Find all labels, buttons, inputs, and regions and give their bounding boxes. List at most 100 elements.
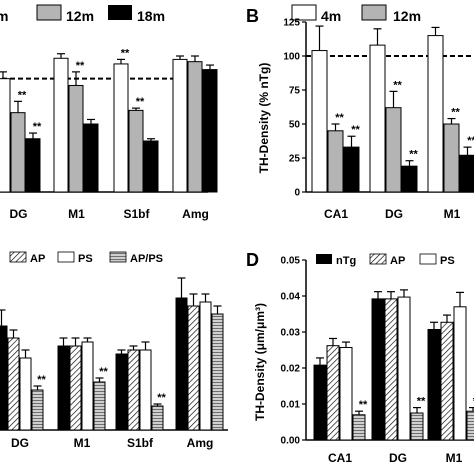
panel-a-category-label-0: DG — [10, 207, 28, 221]
panel-c-bar-1-0 — [57, 345, 70, 431]
panel-d-ytick-label-3: 0.03 — [281, 328, 301, 339]
panel-b-sig-0-1: ** — [335, 112, 344, 124]
panel-d-bar-1-2 — [397, 296, 411, 441]
panel-a-bar-1-1 — [68, 84, 84, 193]
panel-b-bar-2-1 — [443, 123, 460, 193]
panel-a-bar-0-2 — [25, 138, 41, 193]
panel-d-bar-0-2 — [339, 346, 353, 441]
panel-b-label: B — [246, 6, 259, 26]
legend-c-ap-label: AP — [30, 253, 45, 265]
panel-d-ytick-label-5: 0.05 — [281, 256, 301, 267]
legend-c-apps-label: AP/PS — [130, 253, 163, 265]
panel-d-category-label-0: CA1 — [328, 451, 352, 465]
panel-a-bar-2-0 — [113, 63, 129, 193]
panel-b-ytick-label-4: 100 — [283, 52, 300, 63]
panel-c-bar-3-1 — [187, 305, 200, 431]
legend-b-12m-swatch — [361, 4, 387, 21]
legend-a-12m-swatch — [36, 4, 62, 21]
panel-b-ytick-label-5: 125 — [283, 18, 300, 29]
panel-c-category-label-0: DG — [11, 436, 29, 450]
panel-c-bar-1-2 — [81, 341, 94, 431]
panel-b-ytick-label-2: 50 — [289, 120, 301, 131]
legend-d-ntg-label: nTg — [336, 255, 356, 267]
panel-a-sig-2-0: ** — [121, 47, 130, 59]
panel-b-sig-0-2: ** — [351, 124, 360, 136]
legend-a-4m-label: m — [0, 8, 8, 24]
panel-a-sig-0-1: ** — [18, 89, 27, 101]
panel-d-chart: 0.00 0.01 0.02 0.03 0.04 0.05 ** CA1 ** DG ** M1 — [281, 256, 474, 465]
panel-d-bar-2-1 — [440, 321, 454, 441]
panel-b-bar-0-2 — [343, 146, 360, 193]
panel-a-bar-2-1 — [128, 109, 144, 193]
panel-b-chart: 0 25 50 75 100 125 ** ** CA1 ** ** DG ** ** M1 — [283, 18, 474, 221]
panel-a-bar-1-2 — [83, 123, 99, 193]
legend-c-ps-swatch — [57, 251, 75, 263]
panel-a-sig-2-1: ** — [136, 96, 145, 108]
panel-d-ytick-label-1: 0.01 — [281, 400, 301, 411]
panel-c-bar-0-2 — [19, 357, 32, 431]
panel-c-category-label-3: Amg — [187, 436, 214, 450]
legend-c-ps-label: PS — [78, 253, 93, 265]
panel-a-bar-1-0 — [53, 57, 69, 193]
panel-c-bar-0-1 — [7, 337, 20, 431]
legend-d-ap-swatch — [369, 253, 387, 265]
panel-d-label: D — [246, 250, 259, 270]
panel-c-bar-0-3 — [31, 389, 44, 431]
panel-c-category-label-2: S1bf — [127, 436, 154, 450]
legend-a-12m-label: 12m — [66, 8, 94, 24]
panel-c-bar-3-3 — [211, 313, 224, 431]
panel-b-sig-2-1: ** — [451, 107, 460, 119]
panel-c-category-label-1: M1 — [74, 436, 91, 450]
panel-b-ylabel: TH-Density (% nTg) — [257, 63, 271, 174]
panel-c-bar-0-0 — [0, 325, 8, 431]
panel-d-bar-2-2 — [453, 306, 467, 441]
panel-b-legend: 4m 12m — [291, 4, 421, 24]
panel-a-category-label-3: Amg — [182, 207, 209, 221]
panel-a-sig-0-2: ** — [33, 121, 42, 133]
panel-a-sig-1-1: ** — [76, 60, 85, 72]
panel-d-category-label-1: DG — [389, 451, 407, 465]
panel-d-bar-0-1 — [326, 345, 340, 441]
panel-c-bar-3-0 — [175, 297, 188, 431]
legend-d-ps-label: PS — [440, 255, 455, 267]
panel-d-ylabel: TH-Density (μm/μm³) — [253, 303, 267, 421]
panel-d-sig-1-3: ** — [417, 396, 426, 408]
panel-b-sig-2-2: ** — [467, 135, 474, 147]
panel-c-bar-3-2 — [199, 301, 212, 431]
legend-b-4m-swatch — [291, 4, 317, 21]
legend-a-18m-swatch — [108, 5, 132, 20]
panel-a-bar-3-0 — [172, 58, 188, 193]
legend-d-ps-swatch — [419, 253, 437, 265]
panel-b-bar-1-2 — [401, 165, 418, 193]
panel-d-bar-0-3 — [352, 414, 366, 441]
legend-b-4m-label: 4m — [321, 8, 341, 24]
panel-b-category-label-0: CA1 — [324, 207, 348, 221]
panel-b-ytick-label-1: 25 — [289, 154, 301, 165]
panel-d-sig-2-3: ** — [473, 396, 474, 408]
legend-d-ntg-swatch — [316, 254, 332, 264]
legend-a-18m-label: 18m — [137, 8, 165, 24]
panel-c-sig-0-3: ** — [37, 374, 46, 386]
panel-c-legend: AP PS AP/PS — [9, 251, 163, 265]
panel-b-bar-2-2 — [459, 154, 474, 193]
panel-b-ytick-label-3: 75 — [289, 86, 301, 97]
panel-a-bar-0-0 — [0, 78, 11, 193]
panel-d-bar-2-3 — [466, 410, 474, 441]
panel-a-category-label-1: M1 — [68, 207, 85, 221]
panel-b-bar-2-0 — [427, 35, 444, 193]
panel-b-bar-1-0 — [369, 44, 386, 193]
panel-d-bar-1-0 — [371, 298, 385, 441]
panel-d-bar-0-0 — [313, 364, 327, 441]
panel-a-chart: ** ** DG ** M1 ** ** S1bf Amg — [0, 47, 218, 221]
panel-d-legend: nTg AP PS — [316, 253, 455, 267]
legend-c-ap-swatch — [9, 251, 27, 263]
panel-b-ytick-label-0: 0 — [294, 188, 300, 199]
panel-d-bar-2-0 — [427, 328, 441, 441]
panel-d-bar-1-3 — [410, 412, 424, 441]
panel-d-ytick-label-0: 0.00 — [281, 436, 301, 447]
panel-d-bar-1-1 — [384, 298, 398, 441]
legend-c-apps-swatch — [109, 251, 127, 263]
panel-a-bar-2-2 — [143, 140, 159, 193]
panel-c-bar-2-2 — [139, 349, 152, 431]
panel-b-bar-0-1 — [327, 130, 344, 193]
